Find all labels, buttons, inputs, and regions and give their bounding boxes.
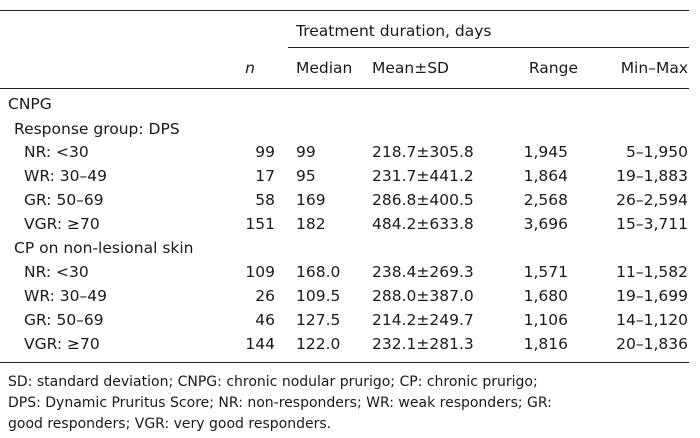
header-n: n	[245, 59, 255, 77]
cell-min-max: 5–1,950	[626, 143, 688, 161]
footnote-line: good responders; VGR: very good responde…	[8, 416, 332, 432]
header-mean-sd: Mean±SD	[372, 59, 449, 77]
row-label: WR: 30–49	[24, 167, 107, 185]
header-median: Median	[296, 59, 353, 77]
row-label: VGR: ≥70	[24, 215, 100, 233]
cell-range: 1,571	[523, 263, 568, 281]
row-label: GR: 50–69	[24, 311, 104, 329]
header-min-max: Min–Max	[620, 59, 688, 77]
cell-n: 151	[245, 215, 275, 233]
header-bottom-rule	[0, 88, 689, 89]
cell-range: 2,568	[523, 191, 568, 209]
row-label: NR: <30	[24, 263, 89, 281]
group-label: Response group: DPS	[14, 120, 180, 138]
row-label: GR: 50–69	[24, 191, 104, 209]
cell-n: 99	[255, 143, 275, 161]
cell-median: 109.5	[296, 287, 341, 305]
table-bottom-rule	[0, 362, 689, 363]
cell-mean-sd: 286.8±400.5	[372, 191, 474, 209]
footnote-line: DPS: Dynamic Pruritus Score; NR: non-res…	[8, 395, 552, 411]
row-label: VGR: ≥70	[24, 335, 100, 353]
cell-min-max: 11–1,582	[616, 263, 688, 281]
cell-n: 58	[255, 191, 275, 209]
cell-mean-sd: 238.4±269.3	[372, 263, 474, 281]
cell-n: 46	[255, 311, 275, 329]
cell-min-max: 19–1,883	[616, 167, 688, 185]
cell-median: 95	[296, 167, 316, 185]
cell-mean-sd: 484.2±633.8	[372, 215, 474, 233]
cell-median: 99	[296, 143, 316, 161]
row-label: NR: <30	[24, 143, 89, 161]
cell-median: 168.0	[296, 263, 341, 281]
spanner-rule	[288, 47, 689, 48]
cell-mean-sd: 231.7±441.2	[372, 167, 474, 185]
cell-min-max: 19–1,699	[616, 287, 688, 305]
cell-range: 1,864	[523, 167, 568, 185]
cell-n: 109	[245, 263, 275, 281]
cell-range: 1,680	[523, 287, 568, 305]
footnote-line: SD: standard deviation; CNPG: chronic no…	[8, 374, 538, 390]
cell-min-max: 20–1,836	[616, 335, 688, 353]
cell-median: 169	[296, 191, 326, 209]
top-rule	[0, 10, 689, 11]
cell-median: 182	[296, 215, 326, 233]
group-label: CP on non-lesional skin	[14, 239, 194, 257]
cell-range: 1,945	[523, 143, 568, 161]
spanning-header: Treatment duration, days	[296, 22, 492, 40]
cell-range: 1,816	[523, 335, 568, 353]
cell-range: 3,696	[523, 215, 568, 233]
section-title: CNPG	[8, 95, 52, 113]
cell-range: 1,106	[523, 311, 568, 329]
cell-min-max: 15–3,711	[616, 215, 688, 233]
cell-min-max: 14–1,120	[616, 311, 688, 329]
cell-median: 127.5	[296, 311, 341, 329]
cell-mean-sd: 218.7±305.8	[372, 143, 474, 161]
cell-n: 17	[255, 167, 275, 185]
cell-mean-sd: 214.2±249.7	[372, 311, 474, 329]
cell-median: 122.0	[296, 335, 341, 353]
table-footnote: SD: standard deviation; CNPG: chronic no…	[8, 372, 692, 435]
cell-min-max: 26–2,594	[616, 191, 688, 209]
cell-n: 144	[245, 335, 275, 353]
cell-n: 26	[255, 287, 275, 305]
row-label: WR: 30–49	[24, 287, 107, 305]
cell-mean-sd: 288.0±387.0	[372, 287, 474, 305]
cell-mean-sd: 232.1±281.3	[372, 335, 474, 353]
header-range: Range	[528, 59, 578, 77]
